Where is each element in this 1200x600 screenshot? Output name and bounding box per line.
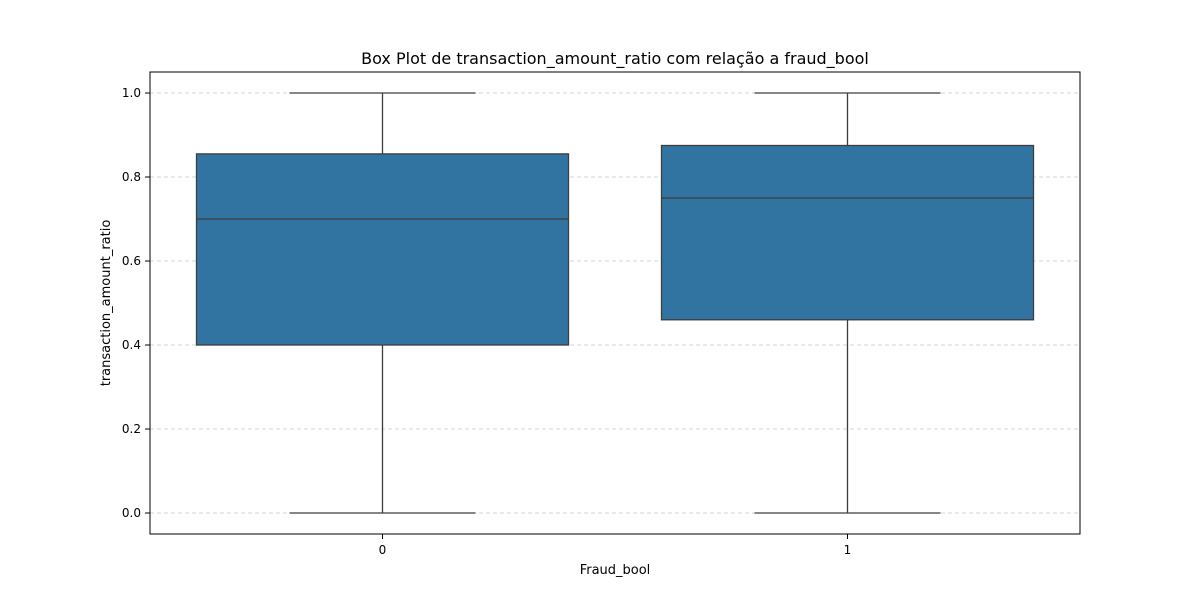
y-tick-label: 0.0: [122, 506, 141, 520]
x-tick-label: 0: [379, 543, 387, 557]
y-axis-label: transaction_amount_ratio: [99, 220, 114, 387]
x-axis-label: Fraud_bool: [580, 563, 651, 578]
y-tick-label: 0.6: [122, 254, 141, 268]
y-tick-label: 0.8: [122, 170, 141, 184]
box-iqr: [660, 144, 1035, 321]
plot-area-frame: [149, 71, 1081, 535]
axis-layer: 0.0 0.2 0.4 0.6 0.8 1.0 0 1: [122, 86, 851, 557]
y-tick-label: 0.4: [122, 338, 141, 352]
y-tick-label: 0.2: [122, 422, 141, 436]
x-tick-label: 1: [844, 543, 852, 557]
box-iqr: [195, 153, 570, 346]
y-tick-label: 1.0: [122, 86, 141, 100]
box-layer: [195, 92, 1035, 514]
chart-title: Box Plot de transaction_amount_ratio com…: [361, 49, 869, 69]
